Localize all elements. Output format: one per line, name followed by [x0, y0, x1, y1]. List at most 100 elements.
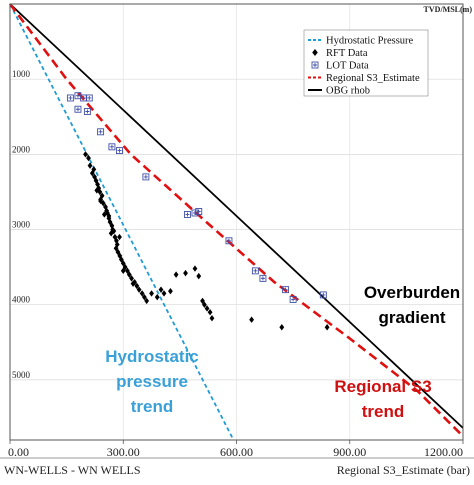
rft-data-point	[183, 269, 188, 277]
rft-data-point	[209, 315, 215, 322]
legend-item-lot-data: LOT Data	[311, 61, 369, 72]
rft-data-point	[139, 290, 145, 297]
legend-label: OBG rhob	[326, 86, 370, 97]
rft-data-point	[97, 188, 103, 196]
y-tick-label: 1000	[12, 69, 31, 79]
rft-data-point	[141, 293, 147, 301]
rft-data-point	[196, 272, 202, 280]
rft-data-point	[144, 297, 150, 305]
rft-data-point	[91, 166, 97, 173]
x-tick-label: 300.00	[107, 445, 140, 459]
lot-data-point	[85, 94, 93, 102]
rft-data-point	[101, 211, 107, 218]
rft-data-point	[112, 233, 118, 241]
rft-data-point	[106, 212, 112, 220]
rft-data-point	[204, 305, 210, 312]
rft-data-point	[93, 177, 99, 184]
rft-data-point	[111, 227, 117, 235]
legend-label: RFT Data	[326, 48, 368, 59]
axis-ticks: 1000 2000 3000 4000 5000 0.00 300.00 600.00 900.…	[8, 69, 464, 459]
series-lines	[8, 3, 464, 441]
rft-data-point	[324, 324, 330, 331]
rft-data-point	[103, 203, 108, 211]
rft-data-point	[173, 271, 179, 278]
rft-data-point	[96, 184, 102, 192]
rft-data-point	[107, 218, 113, 226]
lot-data-point	[116, 147, 123, 155]
lot-data-point	[251, 267, 259, 275]
rft-data-point	[92, 173, 97, 181]
x-tick-label: 900.00	[333, 445, 366, 459]
rft-data-point	[192, 265, 198, 272]
rft-data-point	[158, 286, 164, 293]
rft-data-point	[279, 324, 285, 331]
rft-data-point	[94, 187, 100, 194]
lot-data-point	[191, 209, 199, 217]
rft-data-point	[249, 316, 254, 323]
rft-data-point	[202, 301, 207, 308]
lot-data-point	[74, 105, 82, 113]
rft-data-point	[89, 169, 95, 177]
rft-data-point	[136, 286, 142, 293]
rft-data-point	[115, 248, 121, 256]
lot-data-point	[282, 286, 290, 294]
lot-data-point	[97, 128, 105, 136]
lot-data-point	[83, 108, 91, 115]
annotations: Overburden gradient Regional S3 trend Hy…	[105, 283, 460, 421]
regional-annotation-line1: Regional S3	[334, 377, 431, 396]
lot-data-point	[195, 208, 203, 215]
legend-label: Hydrostatic Pressure	[326, 36, 414, 47]
depth-axis-label: TVD/MSL(m)	[424, 5, 473, 14]
rft-data-point	[83, 151, 88, 158]
hydrostatic-annotation-line3: trend	[131, 397, 174, 416]
lot-data-point	[183, 211, 191, 218]
y-tick-label: 5000	[12, 370, 31, 380]
rft-data-point	[86, 154, 91, 162]
rft-data-point	[98, 197, 103, 205]
footer-left-label: WN-WELLS - WN WELLS	[4, 463, 141, 477]
rft-data-point	[104, 209, 110, 217]
rft-data-point	[125, 267, 130, 275]
rft-data-point	[149, 290, 154, 297]
regional-s3-estimate-line	[8, 3, 464, 438]
x-tick-label: 1200.00	[424, 445, 463, 459]
x-tick-label: 600.00	[220, 445, 253, 459]
legend-label: LOT Data	[326, 61, 369, 72]
hydrostatic-annotation-line1: Hydrostatic	[105, 347, 199, 366]
rft-data-point	[130, 280, 136, 287]
y-tick-label: 3000	[12, 220, 31, 230]
hydrostatic-annotation-line2: pressure	[116, 372, 188, 391]
obg-rhob-line	[9, 3, 464, 429]
lot-data-point	[142, 173, 150, 181]
overburden-annotation-line1: Overburden	[364, 283, 460, 302]
rft-data-point	[200, 297, 205, 305]
legend-item-rft-data: RFT Data	[312, 48, 368, 59]
rft-data-point	[120, 267, 126, 275]
legend-label: Regional S3_Estimate	[326, 73, 420, 84]
x-tick-label: 0.00	[8, 445, 29, 459]
overburden-annotation-line2: gradient	[378, 308, 445, 327]
lot-data-point	[108, 143, 116, 151]
rft-data-point	[126, 271, 132, 278]
legend-item-obg-rhob: OBG rhob	[308, 86, 370, 97]
regional-annotation-line2: trend	[362, 402, 405, 421]
data-points	[66, 92, 330, 331]
y-tick-label: 2000	[12, 144, 31, 154]
rft-data-point	[129, 275, 134, 282]
lot-data-point	[225, 237, 233, 245]
legend-item-regional-s3-estimate: Regional S3_Estimate	[308, 73, 420, 84]
rft-data-point	[168, 287, 173, 295]
y-tick-label: 4000	[12, 295, 31, 305]
rft-data-point	[154, 293, 160, 301]
rft-data-point	[134, 282, 140, 290]
lot-data-point	[259, 274, 267, 282]
rft-data-point	[117, 233, 122, 241]
rft-data-point	[161, 290, 167, 297]
legend-box	[303, 29, 429, 97]
hydrostatic-pressure-line	[9, 3, 235, 441]
legend-item-hydrostatic-pressure: Hydrostatic Pressure	[308, 36, 414, 47]
lot-data-point	[319, 291, 327, 299]
lot-data-point	[66, 94, 74, 102]
